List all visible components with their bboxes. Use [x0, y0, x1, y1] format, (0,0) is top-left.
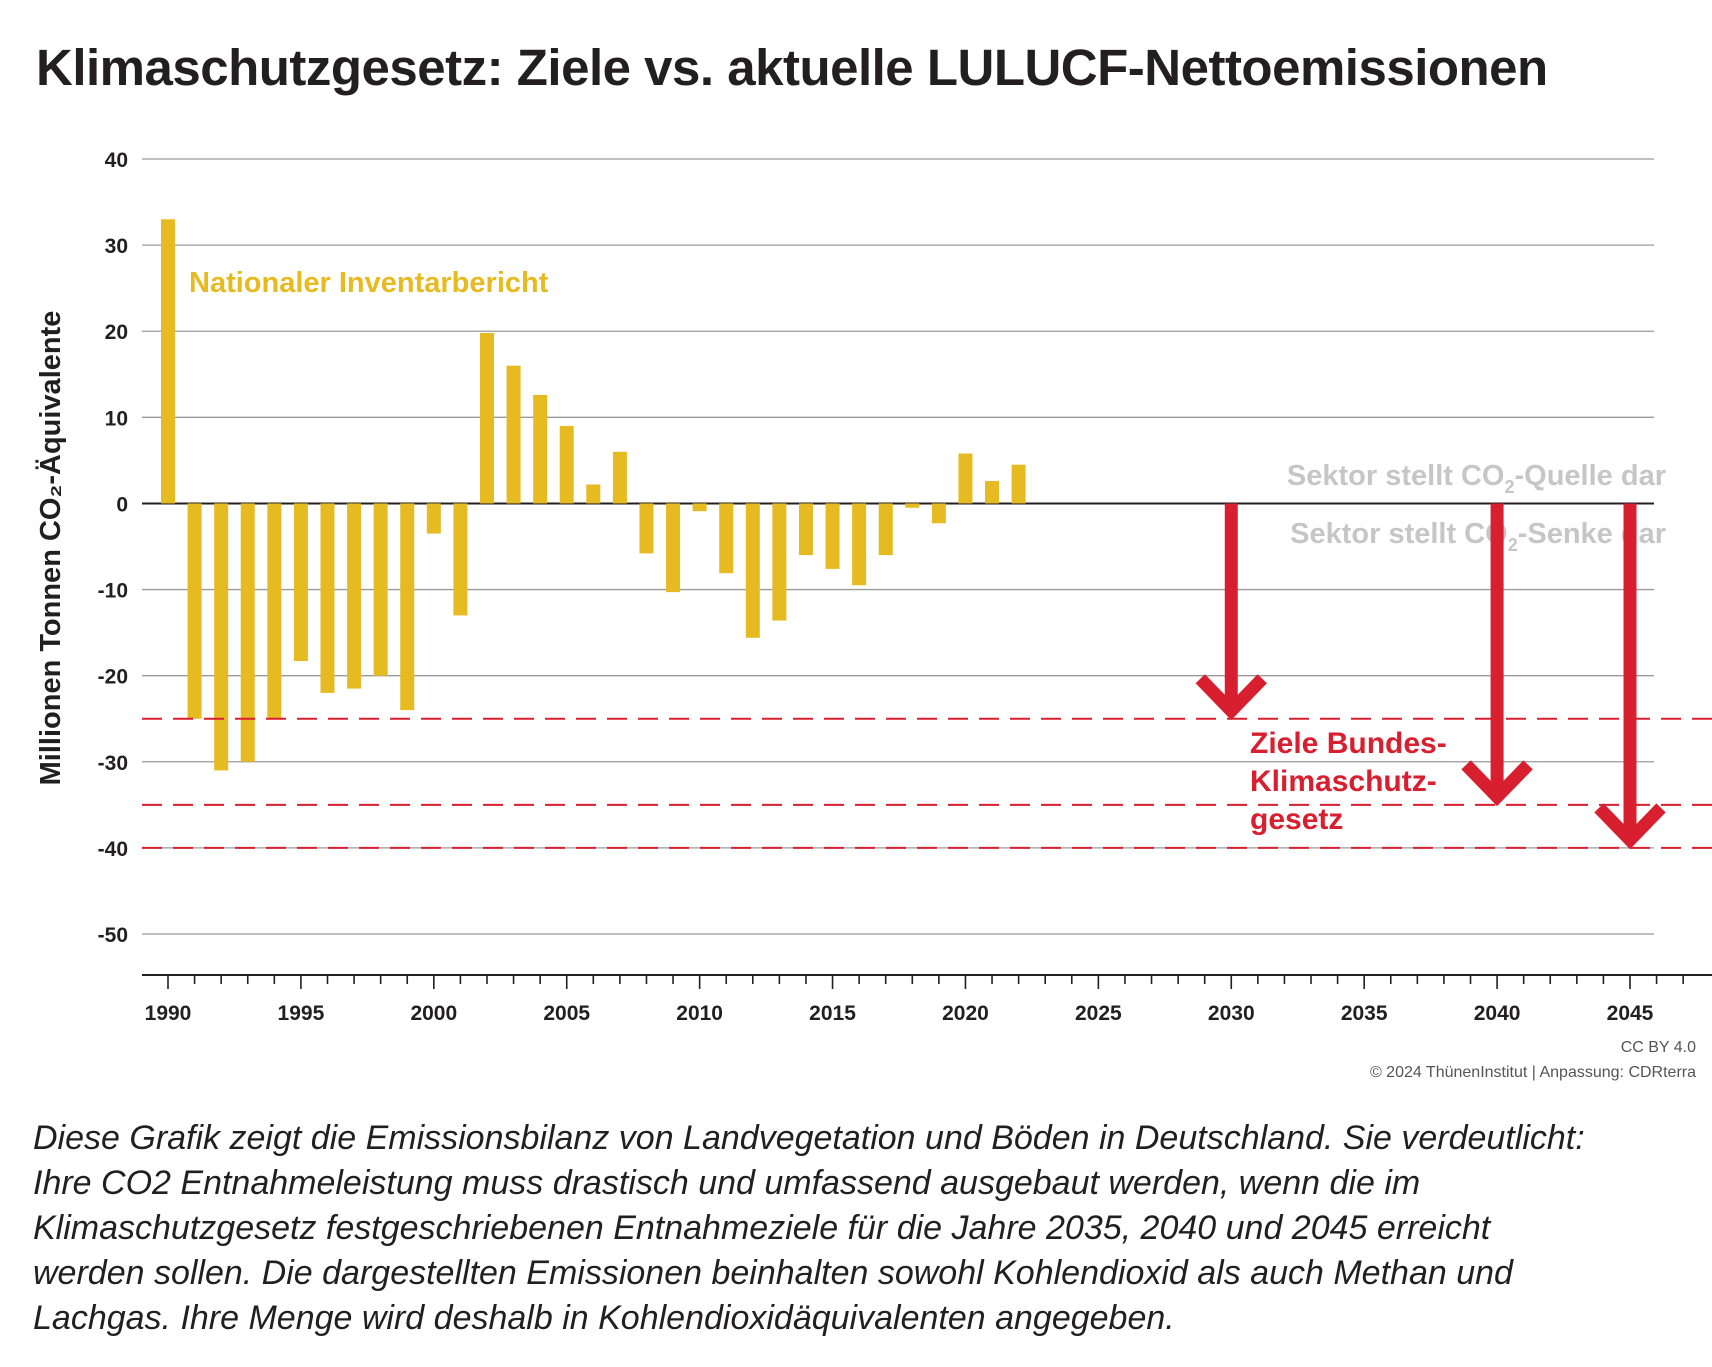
x-tick-label: 2020: [942, 1002, 989, 1025]
x-tick-label: 2000: [410, 1002, 457, 1025]
bar-1999: [400, 503, 415, 711]
bar-1993: [240, 503, 255, 762]
y-tick-label: -30: [98, 752, 128, 775]
bar-2015: [825, 503, 840, 569]
series-label: Nationaler Inventarbericht: [189, 267, 549, 299]
x-tick-label: 2005: [543, 1002, 590, 1025]
bar-1996: [320, 503, 335, 693]
bar-2004: [533, 394, 548, 504]
bar-2007: [612, 451, 627, 504]
y-tick-label: 20: [105, 321, 128, 344]
bar-2001: [453, 503, 468, 616]
bar-2000: [426, 503, 441, 534]
y-tick-label: 0: [116, 493, 128, 516]
target-arrow-head: [1461, 760, 1533, 807]
bar-1998: [373, 503, 388, 676]
bar-2002: [479, 332, 494, 504]
bar-2008: [639, 503, 654, 554]
target-arrow-head: [1195, 674, 1267, 721]
target-label-line: Ziele Bundes-: [1250, 727, 1447, 760]
x-tick-label: 2015: [809, 1002, 856, 1025]
caption-line: Ihre CO2 Entnahmeleistung muss drastisch…: [33, 1164, 1421, 1202]
license-label: CC BY 4.0: [1621, 1039, 1696, 1056]
bar-2016: [852, 503, 867, 586]
caption: Diese Grafik zeigt die Emissionsbilanz v…: [33, 1116, 1676, 1341]
caption-line: Diese Grafik zeigt die Emissionsbilanz v…: [33, 1119, 1585, 1157]
bar-2013: [772, 503, 787, 621]
caption-line: Lachgas. Ihre Menge wird deshalb in Kohl…: [33, 1299, 1175, 1337]
bar-2014: [798, 503, 813, 556]
bar-2010: [692, 503, 707, 512]
y-tick-label: 30: [105, 235, 128, 258]
bar-2019: [931, 503, 946, 524]
bar-2011: [719, 503, 734, 574]
bar-2020: [958, 453, 973, 504]
x-tick-label: 2040: [1474, 1002, 1521, 1025]
target-arrow-head: [1594, 803, 1666, 850]
y-axis-label: Millionen Tonnen CO₂-Äquivalente: [34, 311, 67, 786]
bar-2017: [878, 503, 893, 556]
copyright-label: © 2024 ThünenInstitut | Anpassung: CDRte…: [1370, 1064, 1696, 1081]
caption-line: werden sollen. Die dargestellten Emissio…: [33, 1254, 1513, 1292]
target-label-line: gesetz: [1250, 803, 1343, 836]
target-label-line: Klimaschutz-: [1250, 765, 1437, 798]
bar-2012: [745, 503, 760, 638]
bar-2009: [666, 503, 681, 593]
y-tick-label: -20: [98, 666, 128, 689]
x-tick-label: 2035: [1341, 1002, 1388, 1025]
bar-2021: [985, 481, 1000, 504]
bar-1994: [267, 503, 282, 719]
bar-1997: [347, 503, 362, 689]
chart-title: Klimaschutzgesetz: Ziele vs. aktuelle LU…: [36, 39, 1548, 96]
x-tick-label: 1995: [278, 1002, 325, 1025]
x-tick-label: 2045: [1607, 1002, 1654, 1025]
y-tick-label: -40: [98, 838, 128, 861]
x-tick-label: 2030: [1208, 1002, 1255, 1025]
bar-2005: [559, 425, 574, 504]
bar-1990: [161, 219, 175, 504]
caption-line: Klimaschutzgesetz festgeschriebenen Entn…: [33, 1209, 1491, 1247]
x-tick-label: 1990: [145, 1002, 192, 1025]
y-tick-label: 40: [105, 149, 128, 172]
bar-2006: [586, 484, 601, 504]
bar-1991: [187, 503, 202, 719]
source-annotation: Sektor stellt CO2-Quelle dar: [1287, 460, 1666, 497]
bar-2003: [506, 365, 521, 504]
y-tick-label: -50: [98, 924, 128, 947]
y-tick-label: -10: [98, 580, 128, 603]
bar-1992: [214, 503, 229, 771]
x-tick-label: 2010: [676, 1002, 723, 1025]
x-tick-label: 2025: [1075, 1002, 1122, 1025]
sink-annotation: Sektor stellt CO2-Senke dar: [1290, 518, 1666, 555]
bar-2018: [905, 503, 920, 508]
y-tick-label: 10: [105, 407, 128, 430]
bar-2022: [1011, 464, 1026, 504]
bar-1995: [293, 503, 308, 662]
